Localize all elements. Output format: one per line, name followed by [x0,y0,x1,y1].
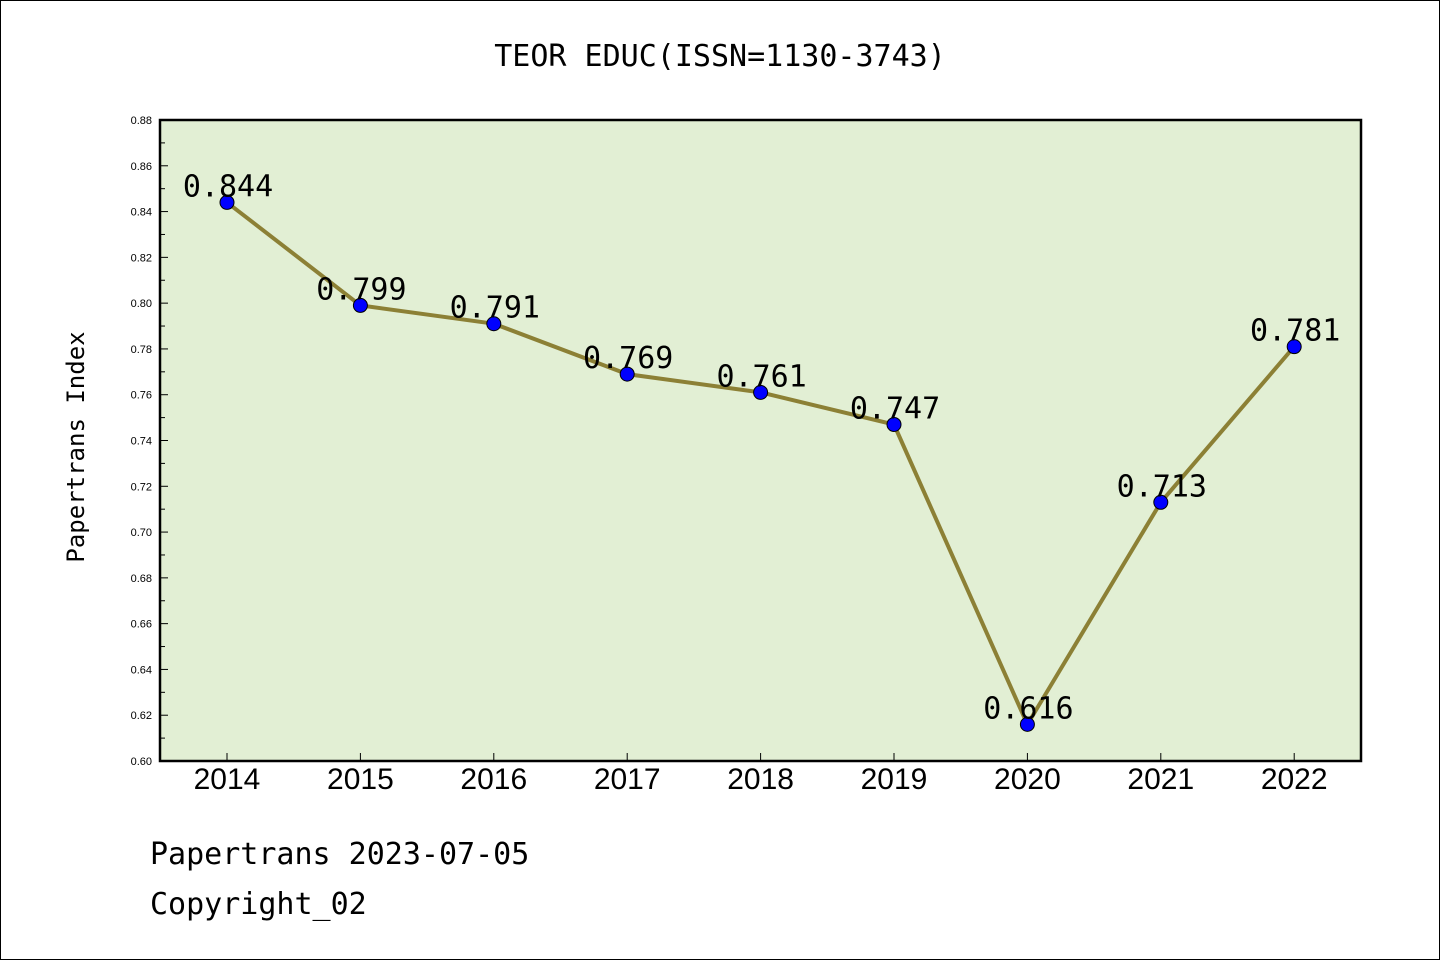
data-point [1019,716,1035,732]
data-point [886,416,902,432]
data-label: 0.799 [316,272,406,307]
x-axis: 2014 2015 2016 2017 2018 2019 2020 2021 2022 [194,753,1328,796]
data-labels: 0.844 0.799 0.791 0.769 0.761 0.747 0.616 0.713… [183,169,1341,726]
x-tick-label: 2014 [194,763,261,796]
chart-title: TEOR EDUC(ISSN=1130-3743) [494,39,946,74]
data-label: 0.761 [716,359,806,394]
y-tick-label: 0.64 [131,664,152,676]
data-point [219,194,235,210]
x-tick-label: 2016 [460,763,527,796]
y-tick-label: 0.84 [131,207,152,219]
data-point [486,316,502,332]
x-tick-label: 2017 [594,763,661,796]
y-tick-label: 0.74 [131,436,152,448]
data-label: 0.781 [1250,314,1340,349]
data-point [1153,494,1169,510]
data-label: 0.769 [583,341,673,376]
y-tick-label: 0.70 [131,527,152,539]
data-label: 0.791 [450,291,540,326]
footer-copyright: Copyright_02 [150,887,367,922]
x-tick-label: 2020 [994,763,1061,796]
y-tick-label: 0.62 [131,710,152,722]
series-markers [219,194,1302,732]
footer-date: Papertrans 2023-07-05 [150,837,529,872]
y-axis-label: Papertrans Index [62,331,90,562]
y-tick-label: 0.72 [131,481,152,493]
x-tick-label: 2021 [1127,763,1194,796]
y-tick-label: 0.76 [131,390,152,402]
plot-area [158,118,1363,763]
data-label: 0.616 [983,691,1073,726]
y-tick-label: 0.78 [131,344,152,356]
y-axis: 0.60 0.62 0.64 0.66 0.68 0.70 0.72 0.74 0.76 0.78… [131,115,168,768]
data-label: 0.844 [183,169,273,204]
y-tick-label: 0.86 [131,161,152,173]
y-tick-label: 0.80 [131,298,152,310]
data-point [1286,339,1302,355]
data-label: 0.747 [850,391,940,426]
x-tick-label: 2015 [327,763,394,796]
data-point [753,384,769,400]
y-tick-label: 0.68 [131,573,152,585]
data-point [619,366,635,382]
x-tick-label: 2018 [727,763,794,796]
data-point [352,297,368,313]
x-tick-label: 2022 [1261,763,1328,796]
y-tick-label: 0.60 [131,756,152,768]
y-tick-label: 0.66 [131,619,152,631]
y-tick-label: 0.88 [131,115,152,127]
data-label: 0.713 [1117,469,1207,504]
y-tick-label: 0.82 [131,252,152,264]
x-tick-label: 2019 [861,763,928,796]
